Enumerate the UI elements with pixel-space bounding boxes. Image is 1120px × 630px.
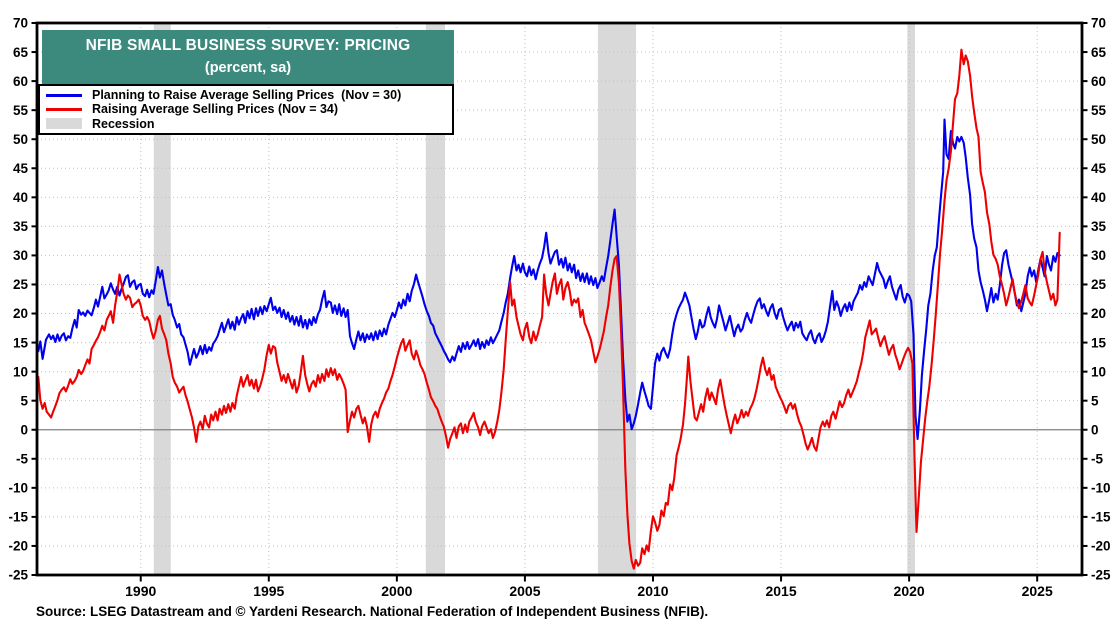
source-attribution: Source: LSEG Datastream and © Yardeni Re… xyxy=(36,604,709,619)
y-axis-label-left: 35 xyxy=(13,219,29,234)
y-axis-label-left: 55 xyxy=(13,103,29,118)
y-axis-label-left: -5 xyxy=(16,451,28,466)
red-line-swatch xyxy=(46,107,82,111)
y-axis-label-left: -15 xyxy=(8,510,28,525)
y-axis-label-right: 60 xyxy=(1091,74,1106,89)
recession-band xyxy=(597,23,637,575)
legend-label-recession: Recession xyxy=(92,116,155,131)
x-axis-label: 2010 xyxy=(637,583,668,599)
y-axis-label-left: -10 xyxy=(8,481,28,496)
x-axis-label: 2015 xyxy=(765,583,796,599)
chart-subtitle: (percent, sa) xyxy=(204,59,292,76)
y-axis-label-right: 25 xyxy=(1091,277,1107,292)
x-axis-label: 2025 xyxy=(1022,583,1053,599)
x-axis-label: 2020 xyxy=(894,583,925,599)
y-axis-label-right: 50 xyxy=(1091,132,1106,147)
chart-title-box: NFIB SMALL BUSINESS SURVEY: PRICING (per… xyxy=(42,30,454,84)
x-axis-label: 1990 xyxy=(125,583,156,599)
legend-label-raising: Raising Average Selling Prices (Nov = 34… xyxy=(92,102,339,117)
recession-band xyxy=(153,23,171,575)
y-axis-label-left: 25 xyxy=(13,277,29,292)
legend-item-planning: Planning to Raise Average Selling Prices… xyxy=(46,88,446,102)
y-axis-label-right: -20 xyxy=(1091,539,1111,554)
y-axis-label-left: 45 xyxy=(13,161,29,176)
y-axis-label-right: 45 xyxy=(1091,161,1107,176)
data-series xyxy=(37,48,1061,570)
y-axis-label-left: 65 xyxy=(13,45,29,60)
legend-item-raising: Raising Average Selling Prices (Nov = 34… xyxy=(46,102,446,116)
y-axis-label-right: -10 xyxy=(1091,481,1111,496)
raising-prices-line xyxy=(37,48,1061,570)
recession-band xyxy=(425,23,446,575)
gridlines xyxy=(37,23,1082,575)
x-axis-label: 2000 xyxy=(381,583,412,599)
y-axis-label-right: -5 xyxy=(1091,451,1103,466)
x-axis-label: 2005 xyxy=(509,583,540,599)
y-axis-label-left: 20 xyxy=(13,306,28,321)
y-axis-label-right: 0 xyxy=(1091,422,1099,437)
y-axis-label-right: 10 xyxy=(1091,364,1106,379)
y-axis-label-left: 50 xyxy=(13,132,28,147)
x-axis-label: 1995 xyxy=(253,583,284,599)
y-axis-label-right: 35 xyxy=(1091,219,1107,234)
legend: Planning to Raise Average Selling Prices… xyxy=(38,84,454,135)
y-axis-label-left: 15 xyxy=(13,335,29,350)
y-axis-label-left: -20 xyxy=(8,539,28,554)
y-axis-label-right: 20 xyxy=(1091,306,1106,321)
y-axis-label-left: 0 xyxy=(20,422,28,437)
y-axis-label-right: -25 xyxy=(1091,568,1111,583)
blue-line-swatch xyxy=(46,93,82,97)
y-axis-label-right: 55 xyxy=(1091,103,1107,118)
plot-border xyxy=(35,21,1084,577)
y-axis-label-left: 70 xyxy=(13,16,28,31)
y-axis-label-right: 15 xyxy=(1091,335,1107,350)
y-axis-label-right: 40 xyxy=(1091,190,1106,205)
y-axis-label-left: 40 xyxy=(13,190,28,205)
y-axis-label-right: 5 xyxy=(1091,393,1099,408)
y-axis-label-right: 65 xyxy=(1091,45,1107,60)
recession-swatch xyxy=(46,118,82,130)
y-axis-label-left: -25 xyxy=(8,568,28,583)
y-axis-label-left: 10 xyxy=(13,364,28,379)
plot-frame xyxy=(35,21,1084,577)
legend-item-recession: Recession xyxy=(46,117,446,131)
y-axis-label-left: 30 xyxy=(13,248,28,263)
y-axis-label-right: -15 xyxy=(1091,510,1111,525)
y-axis-label-right: 30 xyxy=(1091,248,1106,263)
y-axis-label-left: 5 xyxy=(20,393,28,408)
y-axis-label-right: 70 xyxy=(1091,16,1106,31)
y-axis-label-left: 60 xyxy=(13,74,28,89)
legend-label-planning: Planning to Raise Average Selling Prices… xyxy=(92,88,402,103)
chart-title: NFIB SMALL BUSINESS SURVEY: PRICING xyxy=(85,37,411,55)
planning-to-raise-line xyxy=(37,118,1061,441)
